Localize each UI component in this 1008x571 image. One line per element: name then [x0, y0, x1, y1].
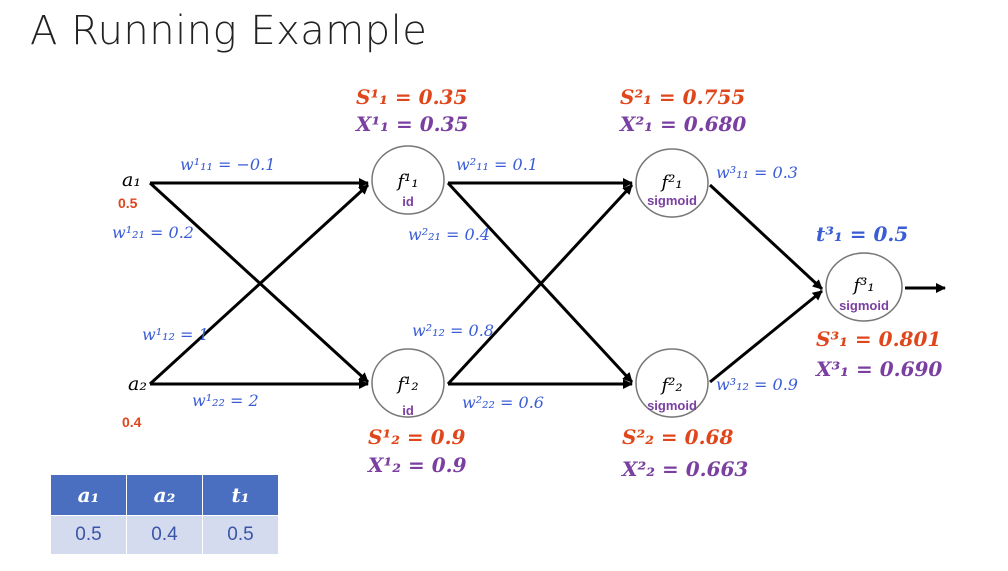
input-a1-value: 0.5 [118, 195, 138, 211]
edge-f22-f31 [709, 289, 823, 384]
weight-w1-11: w¹₁₁ = −0.1 [180, 155, 275, 174]
node-f12-activation: id [402, 403, 414, 418]
table-cell-a1: 0.5 [50, 515, 127, 555]
slide-title: A Running Example [30, 8, 428, 54]
node-f31-s: S³₁ = 0.801 [816, 327, 941, 351]
weight-w2-22: w²₂₂ = 0.6 [462, 393, 544, 412]
training-example-table: a₁ a₂ t₁ 0.5 0.4 0.5 [50, 474, 279, 555]
node-f22 [635, 348, 709, 418]
node-f11-x: X¹₁ = 0.35 [354, 112, 468, 136]
node-f21-activation: sigmoid [647, 193, 697, 208]
weight-w3-12: w³₁₂ = 0.9 [716, 375, 798, 394]
table-header-row: a₁ a₂ t₁ [50, 474, 279, 516]
edge-f21-f31 [708, 183, 824, 291]
node-f21-label: f²₁ [659, 172, 682, 193]
weight-w3-11: w³₁₁ = 0.3 [716, 163, 798, 182]
node-f11-activation: id [402, 194, 414, 209]
node-f31 [825, 252, 903, 322]
edge-f12-f21 [446, 183, 634, 386]
weight-w1-12: w¹₁₂ = 1 [142, 325, 209, 344]
table-cell-a2: 0.4 [126, 515, 203, 555]
input-a1-label: a₁ [122, 169, 141, 191]
table-cell-t1: 0.5 [202, 515, 279, 555]
node-f12-label: f¹₂ [395, 374, 418, 395]
weight-w2-11: w²₁₁ = 0.1 [456, 155, 538, 174]
table-row: 0.5 0.4 0.5 [50, 515, 279, 555]
node-f22-activation: sigmoid [647, 398, 697, 413]
weight-w2-21: w²₂₁ = 0.4 [408, 225, 490, 244]
weight-w1-21: w¹₂₁ = 0.2 [112, 223, 194, 242]
node-f21-s: S²₁ = 0.755 [620, 85, 745, 109]
node-f11-label: f¹₁ [395, 171, 418, 192]
node-f22-label: f²₂ [659, 375, 682, 396]
node-f31-target: t³₁ = 0.5 [816, 222, 908, 246]
weight-w2-12: w²₁₂ = 0.8 [412, 321, 494, 340]
node-f31-activation: sigmoid [839, 298, 889, 313]
node-f21 [635, 148, 709, 218]
node-f21-x: X²₁ = 0.680 [618, 112, 746, 136]
edge-a2-f11 [148, 183, 370, 386]
input-a2-value: 0.4 [122, 414, 142, 430]
weight-w1-22: w¹₂₂ = 2 [192, 391, 259, 410]
node-f11-s: S¹₁ = 0.35 [356, 85, 467, 109]
node-f11 [371, 145, 445, 215]
node-f22-s: S²₂ = 0.68 [622, 425, 733, 449]
node-f22-x: X²₂ = 0.663 [620, 457, 748, 481]
node-f31-x: X³₁ = 0.690 [814, 357, 942, 381]
table-header-a2: a₂ [126, 474, 203, 516]
table-header-a1: a₁ [50, 474, 127, 516]
node-f12-x: X¹₂ = 0.9 [366, 453, 467, 477]
input-a2-label: a₂ [128, 373, 147, 395]
node-f31-label: f³₁ [851, 275, 874, 296]
node-f12 [371, 348, 445, 418]
node-f12-s: S¹₂ = 0.9 [368, 425, 466, 449]
table-header-t1: t₁ [202, 474, 279, 516]
